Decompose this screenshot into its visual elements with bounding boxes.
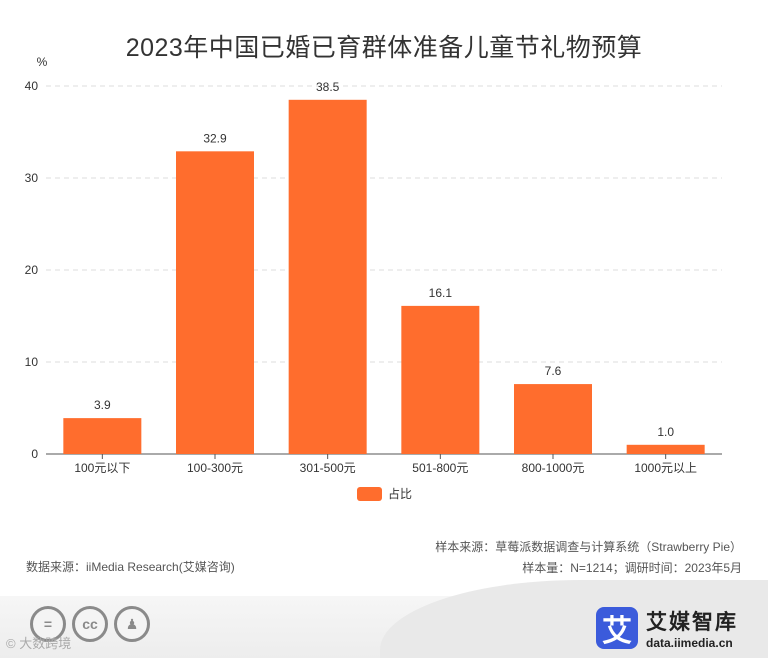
bar [176,151,254,454]
data-label: 32.9 [203,131,227,145]
x-tick-label: 501-800元 [412,461,468,475]
bar [514,384,592,454]
data-label: 3.9 [94,398,111,412]
y-axis-unit: % [37,55,48,69]
data-source: 数据来源：iiMedia Research(艾媒咨询) [26,560,235,574]
x-tick-label: 1000元以上 [634,461,697,475]
bar [288,99,367,455]
legend-label: 占比 [388,487,413,501]
x-tick-label: 100-300元 [187,461,243,475]
brand-logo-icon: 艾 [596,607,638,649]
bar [401,305,480,454]
watermark: © 大数跨境 [6,636,72,651]
equals-icon: = [30,606,66,642]
y-tick-label: 0 [31,447,38,461]
sample-source: 样本来源：草莓派数据调查与计算系统（Strawberry Pie） [435,540,742,554]
legend[interactable]: 占比 [357,485,412,502]
x-tick-label: 800-1000元 [522,461,585,475]
cc-icon: cc [72,606,108,642]
x-tick-label: 301-500元 [300,461,356,475]
bar-chart: % 0 10 20 30 40 3.9 100元以下 32.9 100-300元 38.5 301-5… [25,55,722,475]
brand[interactable]: 艾 艾媒智库 data.iimedia.cn [596,606,738,650]
y-tick-label: 20 [25,263,39,277]
sample-info: 样本来源：草莓派数据调查与计算系统（Strawberry Pie） 样本量：N=… [435,537,742,579]
data-label: 38.5 [316,80,340,94]
person-icon: ♟ [114,606,150,642]
legend-swatch [357,486,382,501]
sample-size: 样本量：N=1214；调研时间：2023年5月 [522,561,742,575]
data-label: 1.0 [657,425,674,439]
license-icons: = cc ♟ [30,606,150,642]
y-tick-label: 30 [25,171,39,185]
bar [626,444,705,454]
y-tick-label: 40 [25,79,39,93]
data-label: 7.6 [545,364,562,378]
brand-name: 艾媒智库 [646,611,738,634]
brand-url: data.iimedia.cn [646,636,733,650]
chart-title: 2023年中国已婚已育群体准备儿童节礼物预算 [125,34,643,62]
x-tick-label: 100元以下 [74,461,130,475]
data-label: 16.1 [429,286,453,300]
bar [63,418,142,454]
y-tick-label: 10 [25,355,39,369]
